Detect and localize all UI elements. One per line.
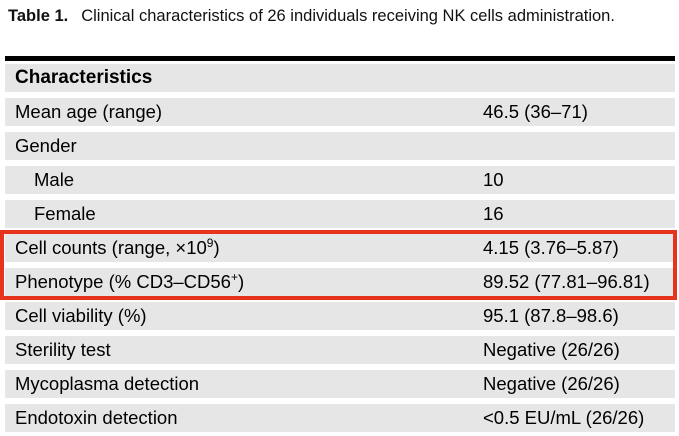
row-value: 10 — [483, 169, 504, 190]
row-label: Cell viability (%) — [15, 305, 147, 326]
table-header-row: Characteristics — [5, 64, 675, 92]
row-value: 16 — [483, 203, 504, 224]
row-label: Phenotype (% CD3–CD56+) — [15, 269, 245, 292]
row-label: Mean age (range) — [15, 101, 163, 122]
caption-label: Table 1. — [8, 7, 69, 25]
row-label: Gender — [15, 135, 77, 156]
row-label: Sterility test — [15, 339, 111, 360]
row-label: Male — [34, 169, 75, 190]
table-row-mean-age: Mean age (range) 46.5 (36–71) — [5, 98, 675, 126]
table-row-male: Male 10 — [5, 166, 675, 194]
table-row-female: Female 16 — [5, 200, 675, 228]
table-row-endotoxin: Endotoxin detection <0.5 EU/mL (26/26) — [5, 404, 675, 432]
table-body: Mean age (range) 46.5 (36–71) Gender Mal… — [5, 98, 675, 436]
row-value: 46.5 (36–71) — [483, 101, 588, 122]
table-caption: Table 1. Clinical characteristics of 26 i… — [8, 4, 656, 28]
caption-text: Clinical characteristics of 26 individua… — [81, 7, 615, 25]
table-row-phenotype: Phenotype (% CD3–CD56+) 89.52 (77.81–96.… — [5, 268, 675, 296]
row-value: Negative (26/26) — [483, 373, 620, 394]
row-label: Cell counts (range, ×109) — [15, 235, 220, 258]
table-row-mycoplasma: Mycoplasma detection Negative (26/26) — [5, 370, 675, 398]
table-row-cell-counts: Cell counts (range, ×109) 4.15 (3.76–5.8… — [5, 234, 675, 262]
row-value: Negative (26/26) — [483, 339, 620, 360]
table-row-gender: Gender — [5, 132, 675, 160]
table-row-sterility: Sterility test Negative (26/26) — [5, 336, 675, 364]
row-label: Endotoxin detection — [15, 407, 178, 428]
table-top-rule — [5, 56, 675, 61]
header-label: Characteristics — [15, 67, 153, 88]
row-value: 95.1 (87.8–98.6) — [483, 305, 619, 326]
row-label: Female — [34, 203, 96, 224]
table-row-cell-viability: Cell viability (%) 95.1 (87.8–98.6) — [5, 302, 675, 330]
row-value: 4.15 (3.76–5.87) — [483, 237, 619, 258]
row-value: <0.5 EU/mL (26/26) — [483, 407, 645, 428]
row-label: Mycoplasma detection — [15, 373, 200, 394]
row-value: 89.52 (77.81–96.81) — [483, 271, 650, 292]
